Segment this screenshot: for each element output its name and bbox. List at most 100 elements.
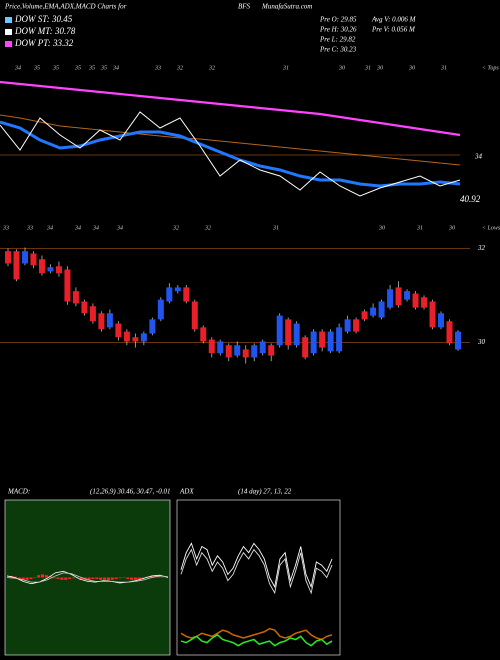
histogram-bar <box>103 577 107 580</box>
legend-swatch <box>5 17 12 23</box>
top-label: 35 <box>88 65 95 71</box>
candle-body <box>149 319 156 334</box>
histogram-bar <box>126 577 130 580</box>
histogram-bar <box>106 577 110 581</box>
candle-body <box>166 287 173 302</box>
candle-body <box>72 291 79 304</box>
candle-body <box>293 323 300 346</box>
candle-body <box>302 337 309 358</box>
histogram-bar <box>130 577 134 580</box>
candle-body <box>208 339 215 354</box>
histogram-bar <box>52 577 56 579</box>
top-label: 35 <box>52 65 59 71</box>
candle-body <box>106 313 113 328</box>
candle-body <box>64 269 71 302</box>
histogram-bar <box>141 577 145 579</box>
tops-label: < Tops <box>482 65 499 71</box>
candle-body <box>404 291 411 300</box>
candle-body <box>132 337 139 342</box>
histogram-bar <box>29 577 33 580</box>
panel-title: MACD: <box>7 488 30 496</box>
macd-line <box>6 570 169 585</box>
legend-label: DOW MT: 30.78 <box>14 26 76 36</box>
info-text: Avg V: 0.006 M <box>371 16 417 24</box>
histogram-bar <box>157 576 161 578</box>
candle-body <box>157 299 164 320</box>
histogram-bar <box>33 577 37 578</box>
candle-body <box>276 315 283 346</box>
annotation: 40.92 <box>460 194 481 204</box>
candle-body <box>191 301 198 330</box>
histogram-bar <box>137 577 141 580</box>
top-label: 31 <box>282 65 289 71</box>
low-label: 34 <box>46 224 53 231</box>
histogram-bar <box>149 575 153 578</box>
panel-params: (14 day) 27, 13, 22 <box>238 488 292 496</box>
top-label: 33 <box>154 65 161 71</box>
candle-body <box>319 331 326 348</box>
low-label: 33 <box>2 225 9 231</box>
histogram-bar <box>37 575 41 578</box>
histogram-bar <box>91 577 95 580</box>
info-text: Pre H: 30.26 <box>319 26 357 34</box>
top-label: 34 <box>14 64 21 71</box>
candle-body <box>378 301 385 318</box>
candle-body <box>174 287 181 292</box>
candle-body <box>115 323 122 338</box>
series-line <box>0 114 461 166</box>
candle-body <box>268 345 275 356</box>
candle-body <box>395 287 402 306</box>
adx-line <box>180 542 333 589</box>
histogram-bar <box>64 577 68 580</box>
candle-body <box>183 287 190 302</box>
low-label: 34 <box>92 224 99 231</box>
histogram-bar <box>95 577 99 580</box>
info-text: Pre C: 30.23 <box>319 46 357 54</box>
candle-body <box>387 289 394 308</box>
adx-line <box>180 633 333 647</box>
top-label: 31 <box>364 65 371 71</box>
histogram-bar <box>161 577 165 578</box>
histogram-bar <box>72 577 76 579</box>
top-label: 34 <box>112 64 119 71</box>
legend-label: DOW PT: 33.32 <box>14 38 74 48</box>
info-text: Pre L: 29.82 <box>319 36 356 44</box>
panel-title: ADX <box>179 488 194 496</box>
series-line <box>0 111 461 197</box>
candle-body <box>242 349 249 358</box>
adx-line <box>180 548 333 595</box>
info-text: Pre V: 0.056 M <box>371 26 416 34</box>
legend-swatch <box>5 29 12 35</box>
low-label: 32 <box>172 225 179 231</box>
histogram-bar <box>25 577 29 580</box>
histogram-bar <box>13 576 17 578</box>
y-tick-label: 30 <box>477 338 486 346</box>
lows-label: < Lows <box>482 225 500 231</box>
low-label: 31 <box>416 225 423 231</box>
histogram-bar <box>60 577 64 580</box>
candle-body <box>446 321 453 344</box>
y-tick-label: 32 <box>477 244 486 252</box>
histogram-bar <box>44 575 48 578</box>
histogram-bar <box>17 577 21 580</box>
candle-body <box>429 301 436 328</box>
histogram-bar <box>79 577 83 580</box>
candle-body <box>21 251 28 264</box>
candle-body <box>285 319 292 346</box>
candle-body <box>370 307 377 316</box>
top-label: 30 <box>338 65 345 71</box>
candle-body <box>421 297 428 308</box>
series-line <box>0 80 461 137</box>
candle-body <box>455 331 461 350</box>
candle-body <box>47 267 54 272</box>
candle-body <box>200 327 207 342</box>
histogram-bar <box>122 577 126 578</box>
candle-body <box>225 345 232 358</box>
candle-body <box>344 319 351 332</box>
top-label: 32 <box>208 65 215 71</box>
candle-body <box>81 301 88 314</box>
histogram-bar <box>48 575 52 578</box>
candle-body <box>336 327 343 352</box>
panel <box>176 499 341 656</box>
